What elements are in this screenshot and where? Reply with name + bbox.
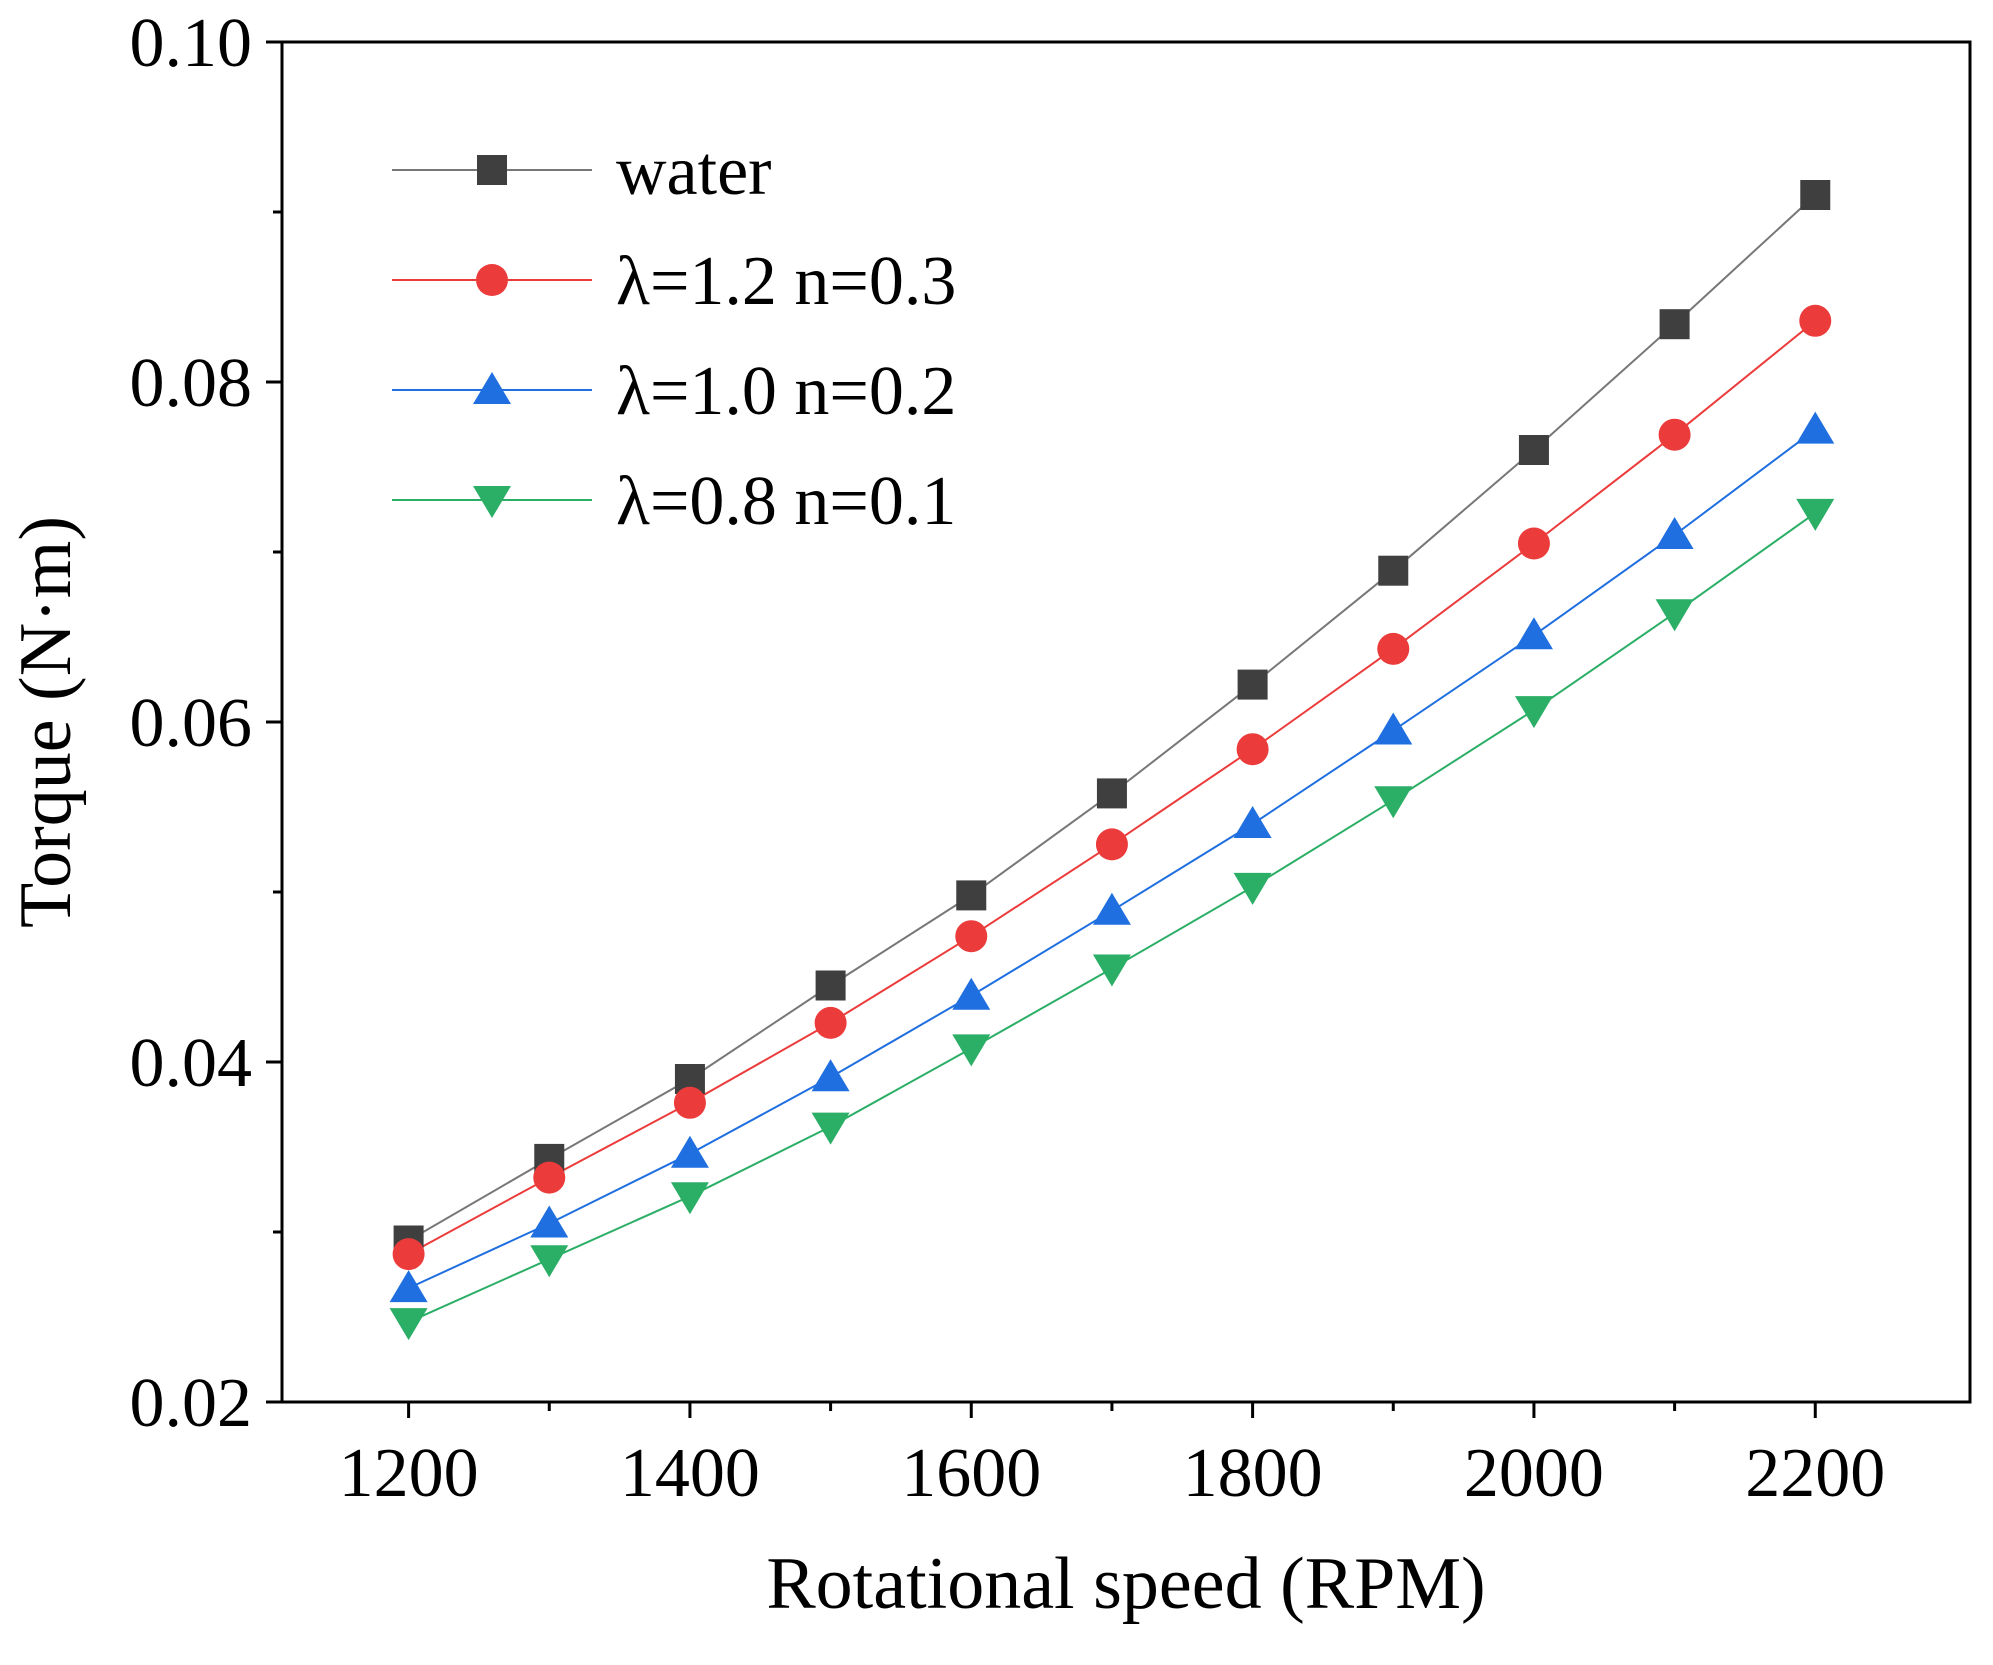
x-axis-title: Rotational speed (RPM) xyxy=(766,1543,1485,1625)
series-3-point xyxy=(1374,786,1413,819)
series-0-line xyxy=(408,194,1816,1242)
series-1-point xyxy=(392,1238,425,1271)
series-2-point xyxy=(670,1135,709,1168)
series-2-point xyxy=(952,977,991,1010)
series-2-point xyxy=(811,1059,850,1092)
series-0-point xyxy=(956,880,987,911)
x-tick-label: 1400 xyxy=(620,1435,760,1512)
legend-marker-0 xyxy=(477,155,507,185)
y-tick-label: 0.02 xyxy=(130,1365,253,1442)
series-3-point xyxy=(811,1112,850,1145)
series-2-point xyxy=(1233,806,1272,838)
series-1-point xyxy=(533,1161,566,1194)
series-3-point xyxy=(1796,498,1835,531)
series-1-point xyxy=(1377,632,1410,665)
legend-label-2: λ=1.0 n=0.2 xyxy=(616,353,956,430)
series-3-point xyxy=(952,1034,991,1067)
x-tick-label: 1600 xyxy=(901,1435,1041,1512)
series-2-point xyxy=(1514,617,1553,650)
series-0-point xyxy=(1659,309,1690,340)
y-tick-label: 0.04 xyxy=(130,1025,253,1102)
y-tick-label: 0.10 xyxy=(130,5,253,82)
x-tick-label: 1800 xyxy=(1183,1435,1323,1512)
series-0-point xyxy=(1237,669,1268,700)
series-0-point xyxy=(815,970,846,1001)
x-tick-label: 2200 xyxy=(1745,1435,1885,1512)
series-2-point xyxy=(1092,892,1131,925)
axes-layer: 1200 1400 1600 1800 2000 2200 0.02 0.04 0.06 0.08… xyxy=(130,5,1972,1512)
series-1-point xyxy=(673,1086,706,1119)
series-1-point xyxy=(955,920,988,953)
plot-frame xyxy=(280,40,1972,1404)
series-2-point xyxy=(1796,411,1835,444)
series-3-point xyxy=(1514,696,1553,729)
legend-label-1: λ=1.2 n=0.3 xyxy=(616,243,956,320)
series-0-point xyxy=(1096,778,1127,809)
x-tick-label: 1200 xyxy=(339,1435,479,1512)
series-1-point xyxy=(1236,733,1269,766)
series-3-point xyxy=(1233,872,1272,905)
series-1-point xyxy=(1095,828,1128,861)
legend-marker-3 xyxy=(473,486,511,518)
legend-label-0: water xyxy=(616,133,771,210)
series-1-point xyxy=(1799,304,1832,337)
series-3-point xyxy=(389,1308,428,1341)
series-2-point xyxy=(530,1205,569,1238)
series-1-point xyxy=(814,1006,847,1039)
series-3-point xyxy=(670,1182,709,1215)
series-0-point xyxy=(1800,180,1831,210)
series-3-point xyxy=(1092,954,1131,987)
x-tick-label: 2000 xyxy=(1464,1435,1604,1512)
series-2-point xyxy=(389,1270,428,1303)
series-2-point xyxy=(1655,517,1694,549)
series-0-point xyxy=(1518,435,1549,465)
y-tick-label: 0.06 xyxy=(130,685,253,762)
series-2-point xyxy=(1374,712,1413,745)
legend-label-3: λ=0.8 n=0.1 xyxy=(616,463,956,540)
legend-marker-2 xyxy=(473,372,511,404)
y-tick-label: 0.08 xyxy=(130,345,253,422)
series-3-point xyxy=(530,1245,569,1278)
series-3-point xyxy=(1655,599,1694,632)
series-1-point xyxy=(1658,418,1691,451)
series-1-point xyxy=(1517,527,1550,560)
series-markers-layer xyxy=(389,180,1835,1341)
legend-marker-1 xyxy=(476,264,508,296)
legend: water λ=1.2 n=0.3 λ=1.0 n=0.2 λ=0.8 n=0.1 xyxy=(392,133,956,540)
series-0-point xyxy=(1378,555,1409,586)
y-axis-title: Torque (N·m) xyxy=(5,516,87,928)
